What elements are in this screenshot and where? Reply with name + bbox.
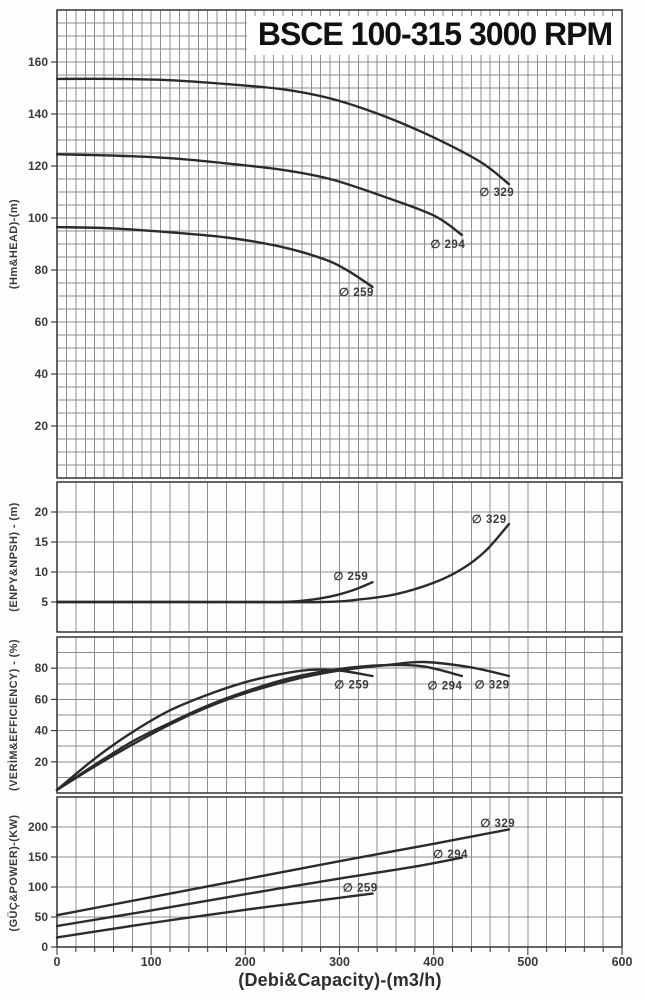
y-tick-label: 100 [28, 211, 48, 225]
curve-efficiency-D329 [55, 660, 511, 792]
y-tick-label: 0 [41, 940, 48, 954]
y-tick-label: 50 [35, 910, 49, 924]
x-tick-label: 100 [141, 955, 162, 969]
x-tick-label: 500 [517, 955, 538, 969]
efficiency-axis-label: (VERİM&EFFICIENCY) - (%) [8, 639, 20, 791]
x-tick-label: 400 [423, 955, 444, 969]
x-tick-label: 300 [329, 955, 350, 969]
y-tick-label: 140 [28, 107, 48, 121]
y-tick-label: 20 [35, 755, 49, 769]
curve-label-power-D294: ∅ 294 [433, 849, 468, 861]
y-tick-label: 160 [28, 55, 48, 69]
y-tick-label: 10 [35, 565, 49, 579]
head-axis-label: (Hm&HEAD)-(m) [8, 198, 20, 290]
y-tick-label: 100 [28, 880, 48, 894]
curve-head-D329 [55, 77, 511, 186]
curve-power-D329 [55, 828, 511, 917]
curve-head-D259 [55, 225, 374, 289]
npsh-axis-label: (ENPY&NPSH) - (m) [8, 502, 20, 612]
curve-power-D259 [55, 892, 374, 939]
title-mask [247, 16, 622, 55]
y-tick-label: 60 [35, 315, 49, 329]
y-tick-label: 80 [35, 661, 49, 675]
y-tick-label: 15 [35, 535, 49, 549]
capacity-axis-label: (Debi&Capacity)-(m3/h) [238, 970, 442, 990]
y-tick-label: 20 [35, 505, 49, 519]
y-tick-label: 60 [35, 692, 49, 706]
chart-frame-npsh [56, 481, 623, 633]
x-tick-label: 200 [235, 955, 256, 969]
curve-label-efficiency-D294: ∅ 294 [428, 680, 463, 692]
curve-head-D294 [55, 153, 464, 237]
curve-label-head-D294: ∅ 294 [430, 239, 465, 251]
y-tick-label: 40 [35, 367, 49, 381]
curve-label-npsh-D259: ∅ 259 [333, 571, 368, 583]
chart-frame-efficiency [56, 636, 623, 794]
curve-label-efficiency-D329: ∅ 329 [475, 680, 510, 692]
y-tick-label: 5 [41, 595, 48, 609]
curve-power-D294 [55, 856, 464, 928]
curve-label-efficiency-D259: ∅ 259 [334, 680, 369, 692]
y-tick-label: 80 [35, 263, 49, 277]
curve-efficiency-D259 [55, 668, 374, 792]
power-axis-label: (GÜÇ&POWER)-(KW) [8, 814, 20, 932]
curve-npsh-D329 [55, 522, 511, 604]
x-tick-label: 600 [612, 955, 633, 969]
curve-label-head-D259: ∅ 259 [339, 287, 374, 299]
curve-label-head-D329: ∅ 329 [479, 187, 514, 199]
y-tick-label: 150 [28, 850, 48, 864]
y-tick-label: 120 [28, 159, 48, 173]
curve-label-power-D259: ∅ 259 [343, 883, 378, 895]
y-tick-label: 40 [35, 724, 49, 738]
curve-label-npsh-D329: ∅ 329 [472, 514, 507, 526]
y-tick-label: 200 [28, 820, 48, 834]
chart-frame-head [56, 9, 623, 479]
y-tick-label: 20 [35, 419, 49, 433]
chart-title: BSCE 100-315 3000 RPM [257, 16, 613, 52]
x-tick-label: 0 [54, 955, 61, 969]
curve-npsh-D259 [55, 581, 374, 604]
curve-label-power-D329: ∅ 329 [480, 818, 515, 830]
